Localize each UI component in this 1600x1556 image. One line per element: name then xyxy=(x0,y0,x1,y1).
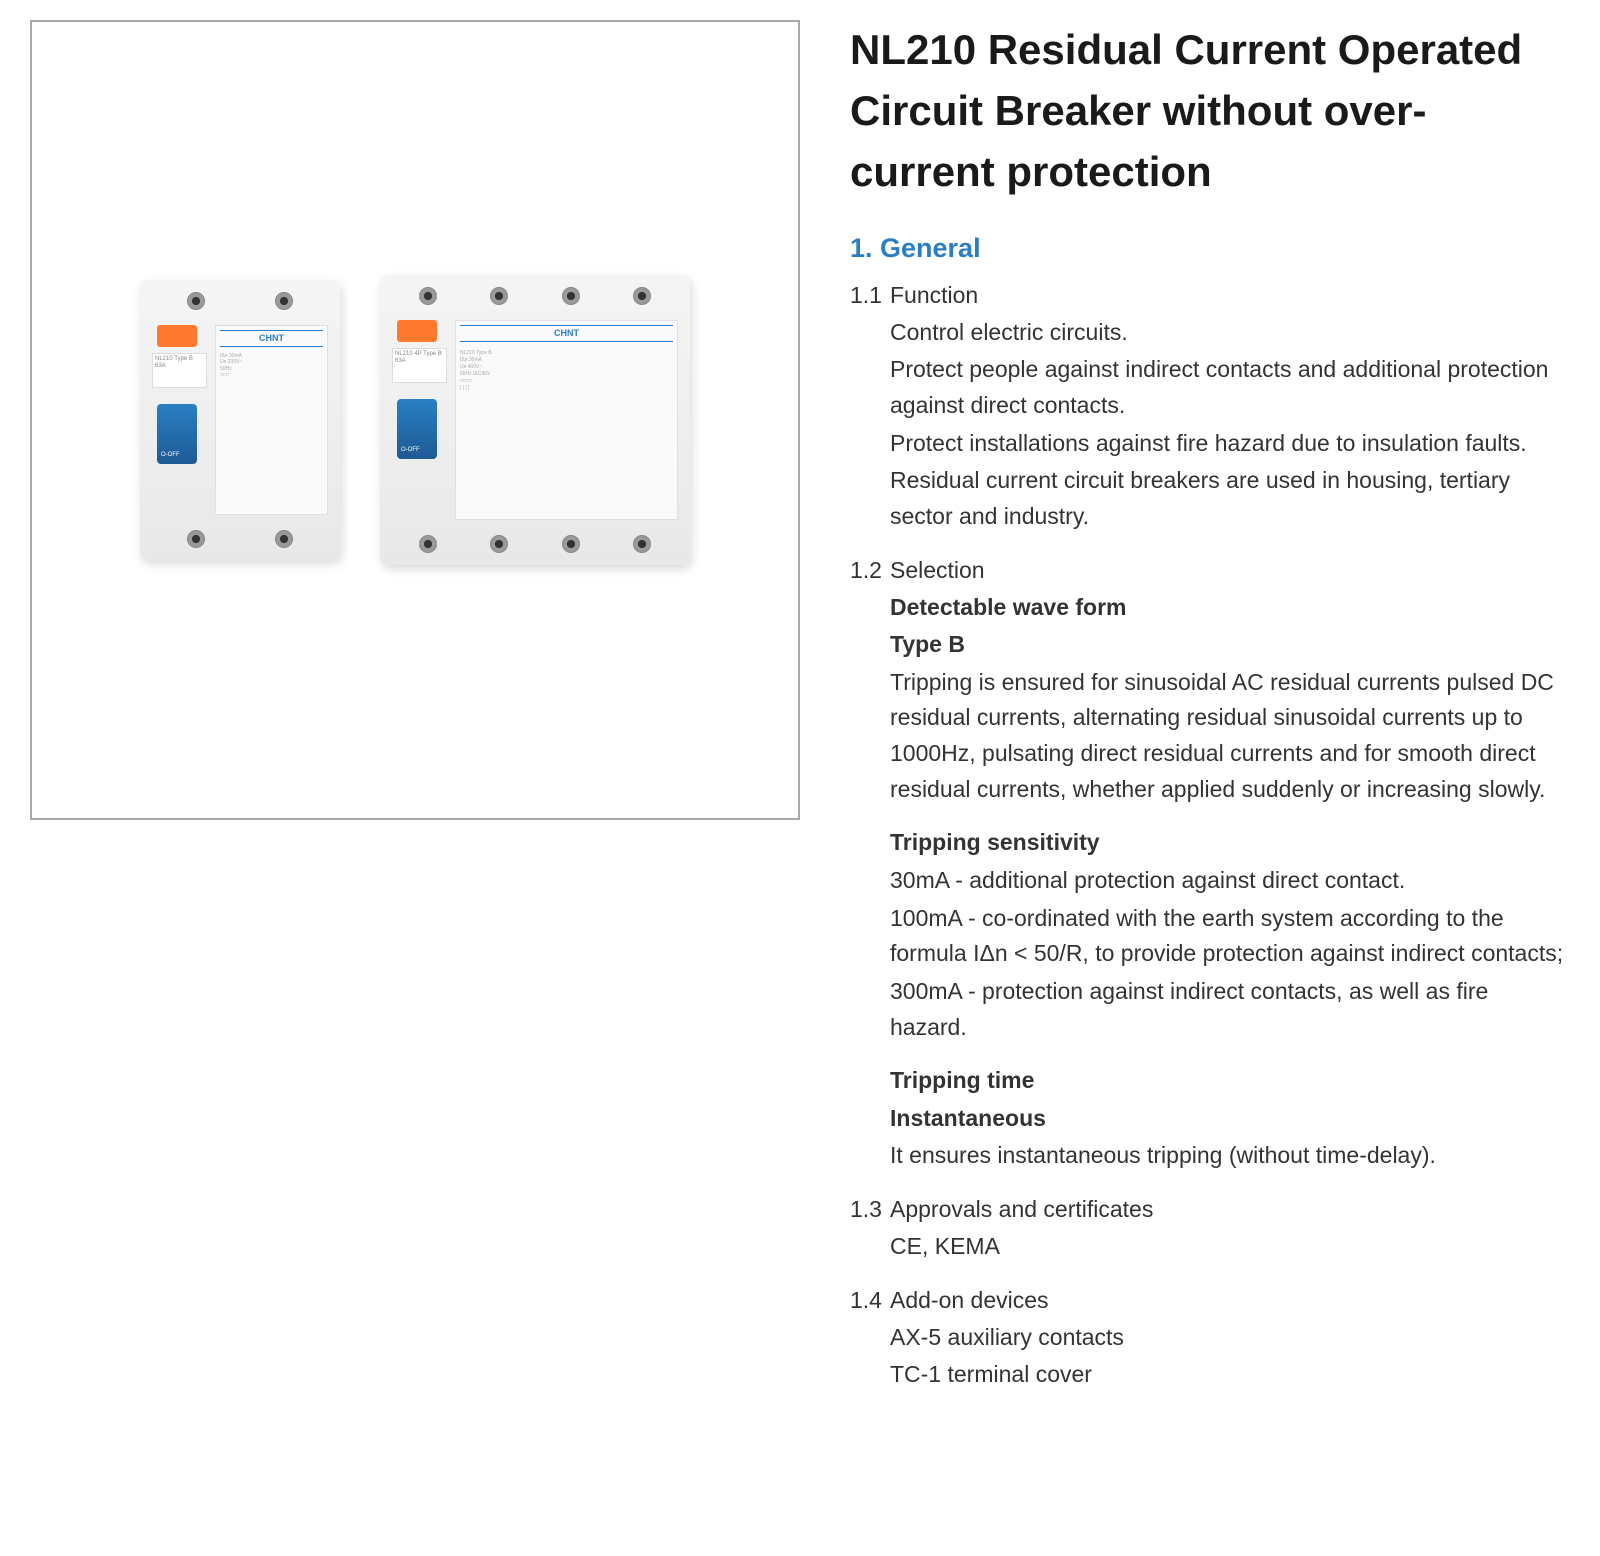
breaker-info-panel: CHNT IΔn 30mAUe 230V~50Hz□□□ xyxy=(215,325,328,515)
subsection-header: 1.3 Approvals and certificates xyxy=(850,1196,1570,1223)
model-label: NL210 Type B 63A xyxy=(152,353,207,388)
subsection-addons: 1.4 Add-on devices AX-5 auxiliary contac… xyxy=(850,1287,1570,1393)
breaker-4pole: NL210 4P Type B 63A CHNT NL210 Type BIΔn… xyxy=(380,275,690,565)
body-line: 300mA - protection against indirect cont… xyxy=(890,974,1570,1045)
screw-hole xyxy=(419,287,437,305)
screw-hole xyxy=(187,530,205,548)
breaker-left-column: NL210 4P Type B 63A xyxy=(392,320,447,520)
subsection-function: 1.1 Function Control electric circuits. … xyxy=(850,282,1570,535)
screw-hole xyxy=(633,287,651,305)
subsection-body: Detectable wave form Type B Tripping is … xyxy=(890,590,1570,1175)
toggle-switch-icon xyxy=(397,399,437,459)
bold-heading: Type B xyxy=(890,627,1570,663)
content-column: NL210 Residual Current Operated Circuit … xyxy=(850,20,1570,1415)
screw-hole xyxy=(187,292,205,310)
subsection-number: 1.1 xyxy=(850,282,882,309)
breaker-mid: NL210 Type B 63A CHNT IΔn 30mAUe 230V~50… xyxy=(152,325,328,515)
subsection-header: 1.2 Selection xyxy=(850,557,1570,584)
screw-hole xyxy=(275,292,293,310)
subsection-title: Function xyxy=(890,282,1570,309)
brand-name: CHNT xyxy=(460,325,673,342)
body-line: Control electric circuits. xyxy=(890,315,1570,351)
body-line: 100mA - co-ordinated with the earth syst… xyxy=(890,901,1570,972)
bold-heading: Detectable wave form xyxy=(890,590,1570,626)
subsection-number: 1.2 xyxy=(850,557,882,584)
body-text: CE, KEMA xyxy=(890,1229,1570,1265)
breaker-left-column: NL210 Type B 63A xyxy=(152,325,207,515)
breaker-mid: NL210 4P Type B 63A CHNT NL210 Type BIΔn… xyxy=(392,320,678,520)
product-image-inner: NL210 Type B 63A CHNT IΔn 30mAUe 230V~50… xyxy=(42,32,788,808)
screw-hole xyxy=(562,287,580,305)
breaker-top-row xyxy=(152,292,328,310)
bold-heading: Instantaneous xyxy=(890,1101,1570,1137)
screw-hole xyxy=(490,287,508,305)
breaker-bottom-row xyxy=(152,530,328,548)
subsection-body: AX-5 auxiliary contacts TC-1 terminal co… xyxy=(890,1320,1570,1393)
test-button-icon xyxy=(157,325,197,347)
subsection-title: Add-on devices xyxy=(890,1287,1570,1314)
screw-hole xyxy=(490,535,508,553)
subsection-body: CE, KEMA xyxy=(890,1229,1570,1265)
breaker-info-panel: CHNT NL210 Type BIΔn 30mAUe 400V~50Hz IE… xyxy=(455,320,678,520)
body-text: Tripping is ensured for sinusoidal AC re… xyxy=(890,665,1570,808)
body-line: 30mA - additional protection against dir… xyxy=(890,863,1570,899)
product-image-panel: NL210 Type B 63A CHNT IΔn 30mAUe 230V~50… xyxy=(30,20,800,820)
block-trippingtime: Tripping time Instantaneous It ensures i… xyxy=(890,1063,1570,1174)
subsection-number: 1.4 xyxy=(850,1287,882,1314)
section-heading: 1. General xyxy=(850,233,1570,264)
brand-name: CHNT xyxy=(220,330,323,347)
block-sensitivity: Tripping sensitivity 30mA - additional p… xyxy=(890,825,1570,1045)
body-line: Residual current circuit breakers are us… xyxy=(890,463,1570,534)
screw-hole xyxy=(275,530,293,548)
model-label: NL210 4P Type B 63A xyxy=(392,348,447,383)
page-container: NL210 Type B 63A CHNT IΔn 30mAUe 230V~50… xyxy=(30,20,1570,1415)
rating-text: 63A xyxy=(395,358,406,364)
page-title: NL210 Residual Current Operated Circuit … xyxy=(850,20,1570,203)
toggle-switch-icon xyxy=(157,404,197,464)
block-waveform: Detectable wave form Type B Tripping is … xyxy=(890,590,1570,808)
body-line: Protect people against indirect contacts… xyxy=(890,352,1570,423)
bold-heading: Tripping sensitivity xyxy=(890,825,1570,861)
body-text: It ensures instantaneous tripping (witho… xyxy=(890,1138,1570,1174)
subsection-selection: 1.2 Selection Detectable wave form Type … xyxy=(850,557,1570,1175)
rating-text: 63A xyxy=(155,363,166,369)
body-line: AX-5 auxiliary contacts xyxy=(890,1320,1570,1356)
breaker-top-row xyxy=(392,287,678,305)
body-line: TC-1 terminal cover xyxy=(890,1357,1570,1393)
model-text: NL210 Type B xyxy=(155,356,193,362)
screw-hole xyxy=(562,535,580,553)
screw-hole xyxy=(419,535,437,553)
subsection-header: 1.4 Add-on devices xyxy=(850,1287,1570,1314)
test-button-icon xyxy=(397,320,437,342)
subsection-approvals: 1.3 Approvals and certificates CE, KEMA xyxy=(850,1196,1570,1265)
body-line: Protect installations against fire hazar… xyxy=(890,426,1570,462)
subsection-title: Selection xyxy=(890,557,1570,584)
subsection-number: 1.3 xyxy=(850,1196,882,1223)
subsection-title: Approvals and certificates xyxy=(890,1196,1570,1223)
subsection-header: 1.1 Function xyxy=(850,282,1570,309)
subsection-body: Control electric circuits. Protect peopl… xyxy=(890,315,1570,535)
bold-heading: Tripping time xyxy=(890,1063,1570,1099)
model-text: NL210 4P Type B xyxy=(395,351,442,357)
breaker-bottom-row xyxy=(392,535,678,553)
breaker-2pole: NL210 Type B 63A CHNT IΔn 30mAUe 230V~50… xyxy=(140,280,340,560)
screw-hole xyxy=(633,535,651,553)
